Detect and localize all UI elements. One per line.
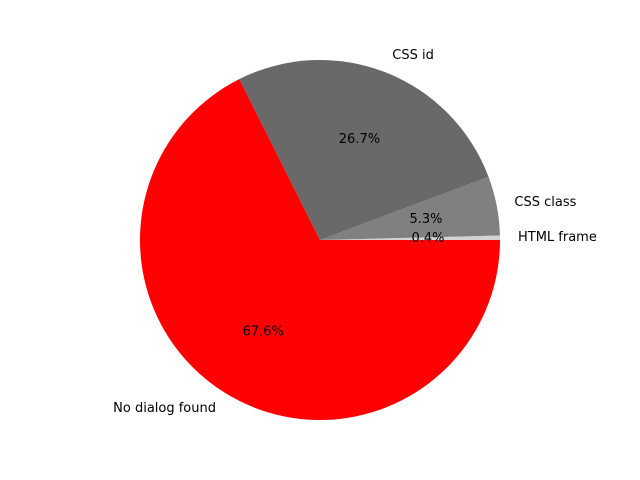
slice-percent-html-frame: 0.4% <box>411 231 444 246</box>
pie-slice-css-class <box>320 176 500 240</box>
pie-slice-html-frame <box>320 235 500 240</box>
pie-slices <box>140 59 501 420</box>
slice-label-html-frame: HTML frame <box>518 230 597 245</box>
pie-slice-css-id <box>239 59 489 240</box>
slice-label-css-class: CSS class <box>514 195 576 210</box>
slice-label-css-id: CSS id <box>392 48 434 63</box>
slice-percent-css-class: 5.3% <box>410 212 443 227</box>
slice-percent-css-id: 26.7% <box>339 132 380 147</box>
pie-slice-no-dialog-found <box>140 79 501 420</box>
slice-label-no-dialog-found: No dialog found <box>113 401 216 416</box>
pie-labels: HTML frame 0.4% CSS class 5.3% CSS id 26.7% No… <box>113 48 597 416</box>
slice-percent-no-dialog-found: 67.6% <box>243 324 284 339</box>
